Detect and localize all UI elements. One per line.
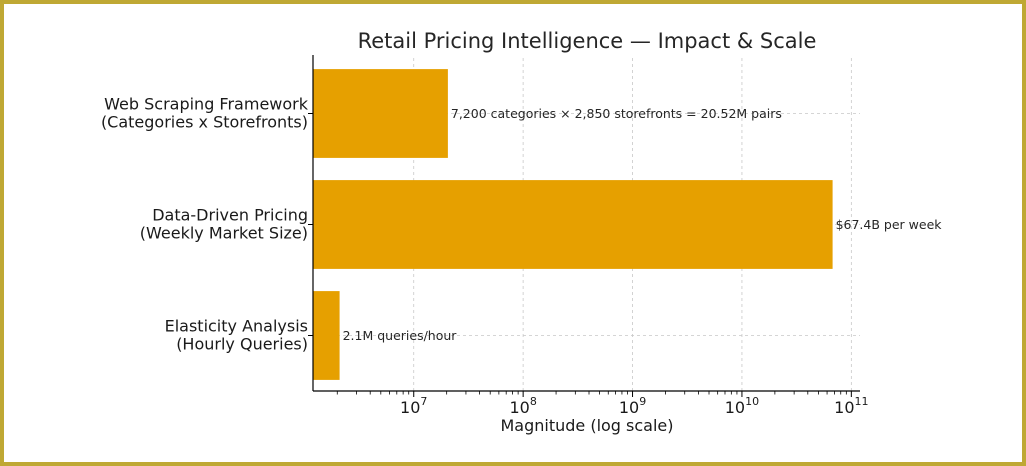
data-label-0: 7,200 categories × 2,850 storefronts = 2… xyxy=(451,106,782,121)
labels: 107 108 109 1010 1011 Web Scraping Framework(… xyxy=(101,95,942,418)
data-label-2: 2.1M queries/hour xyxy=(343,328,458,343)
category-label-0: Web Scraping Framework (Categories x Stor… xyxy=(101,95,309,132)
x-tick-label-1: 108 xyxy=(509,395,536,417)
x-tick-label-2: 109 xyxy=(619,395,646,417)
x-tick-label-3: 1010 xyxy=(725,395,759,417)
axes xyxy=(308,55,860,397)
bar-2 xyxy=(313,291,340,380)
category-label-1: Data-Driven Pricing (Weekly Market Size) xyxy=(140,206,308,243)
category-label-2: Elasticity Analysis (Hourly Queries) xyxy=(165,317,308,354)
x-tick-label-0: 107 xyxy=(400,395,427,417)
x-axis-label: Magnitude (log scale) xyxy=(500,416,673,435)
data-label-1: $67.4B per week xyxy=(836,217,943,232)
chart-title: Retail Pricing Intelligence — Impact & S… xyxy=(358,29,817,53)
bar-0 xyxy=(313,69,448,158)
bar-1 xyxy=(313,180,833,269)
x-tick-label-4: 1011 xyxy=(834,395,868,417)
bars xyxy=(313,69,833,380)
